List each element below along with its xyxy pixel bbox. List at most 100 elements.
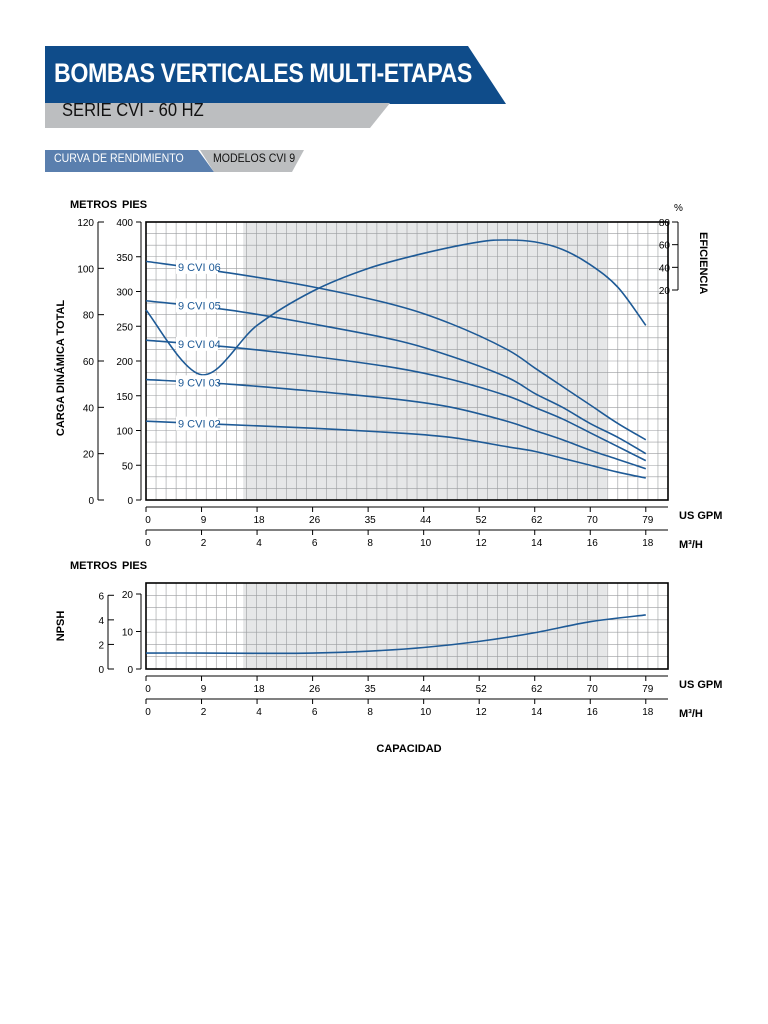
npsh-y-unit-feet: PIES <box>122 560 147 572</box>
x-tick-label-gpm: 44 <box>420 515 432 526</box>
x-tick-label-gpm: 70 <box>587 684 599 695</box>
curve-label-9-cvi-03: 9 CVI 03 <box>178 377 221 389</box>
x-tick-label-gpm: 35 <box>365 684 377 695</box>
x-axis-title-capacity: CAPACIDAD <box>376 743 441 755</box>
npsh-best-efficiency-shade <box>243 583 607 669</box>
x-tick-label-m3h: 2 <box>201 707 207 718</box>
npsh-y-axis-title: NPSH <box>55 611 67 642</box>
y-tick-label-meters: 60 <box>83 357 95 368</box>
curve-9-cvi-02 <box>145 420 646 479</box>
y2-tick-label: 20 <box>659 286 671 297</box>
curve-9-cvi-04 <box>145 339 647 462</box>
x-axis-m3h-label: M³/H <box>679 708 703 720</box>
x-tick-label-m3h: 16 <box>587 707 599 718</box>
npsh-plot-frame <box>145 582 669 670</box>
npsh-y-tick-label-feet: 20 <box>122 590 134 601</box>
y-tick-label-feet: 0 <box>127 496 133 507</box>
x-tick-label-m3h: 14 <box>531 707 543 718</box>
x-axis-gpm-label: US GPM <box>679 679 722 691</box>
npsh-y-tick-label-meters: 2 <box>98 640 104 651</box>
y-tick-label-meters: 100 <box>77 264 94 275</box>
y-tick-label-feet: 50 <box>122 461 134 472</box>
tab-performance-curve[interactable]: CURVA DE RENDIMIENTO <box>54 151 184 165</box>
curve-label-9-cvi-02: 9 CVI 02 <box>178 419 221 431</box>
x-tick-label-gpm: 62 <box>531 515 543 526</box>
y-tick-label-meters: 40 <box>83 403 95 414</box>
header-gray-band <box>45 103 390 128</box>
y-tick-label-feet: 300 <box>116 288 133 299</box>
x-axis-m3h-label: M³/H <box>679 539 703 551</box>
efficiency-curve <box>145 239 647 376</box>
x-tick-label-m3h: 12 <box>476 538 488 549</box>
x-tick-label-m3h: 14 <box>531 538 543 549</box>
x-tick-label-m3h: 12 <box>476 707 488 718</box>
header-blue-banner <box>45 46 506 104</box>
y-tick-label-meters: 80 <box>83 311 95 322</box>
curve-label-bg-9-cvi-06 <box>176 259 218 274</box>
curve-9-cvi-06 <box>145 260 647 441</box>
x-tick-label-m3h: 16 <box>587 538 599 549</box>
curve-label-9-cvi-05: 9 CVI 05 <box>178 300 221 312</box>
x-tick-label-gpm: 52 <box>476 515 488 526</box>
tab-performance-bg <box>45 150 214 172</box>
x-tick-label-m3h: 4 <box>256 538 262 549</box>
x-tick-label-m3h: 0 <box>145 707 151 718</box>
x-tick-label-m3h: 18 <box>642 538 654 549</box>
x-tick-label-m3h: 18 <box>642 707 654 718</box>
y-tick-label-meters: 0 <box>88 496 94 507</box>
tab-models-bg <box>200 150 304 172</box>
x-tick-label-m3h: 10 <box>420 707 432 718</box>
y2-unit: % <box>674 203 683 214</box>
x-tick-label-gpm: 26 <box>309 684 321 695</box>
y-tick-label-meters: 20 <box>83 450 95 461</box>
x-tick-label-gpm: 0 <box>145 515 151 526</box>
x-tick-label-gpm: 18 <box>254 515 266 526</box>
page-title: BOMBAS VERTICALES MULTI-ETAPAS <box>54 58 472 88</box>
curve-label-bg-9-cvi-04 <box>176 336 218 351</box>
x-tick-label-gpm: 52 <box>476 684 488 695</box>
npsh-grid <box>146 583 668 669</box>
curve-9-cvi-03 <box>145 378 647 470</box>
x-tick-label-gpm: 70 <box>587 515 599 526</box>
y-tick-label-feet: 400 <box>116 218 133 229</box>
x-tick-label-gpm: 18 <box>254 684 266 695</box>
y-unit-feet: PIES <box>122 199 147 211</box>
x-tick-label-gpm: 79 <box>642 515 654 526</box>
y2-tick-label: 40 <box>659 263 671 274</box>
y-tick-label-feet: 150 <box>116 392 133 403</box>
curve-label-bg-9-cvi-03 <box>176 375 218 390</box>
plot-frame <box>145 221 669 501</box>
page-subtitle: SERIE CVI - 60 HZ <box>62 100 204 120</box>
x-tick-label-m3h: 8 <box>367 707 373 718</box>
y-axis-title: CARGA DINÁMICA TOTAL <box>54 300 67 437</box>
x-tick-label-m3h: 6 <box>312 707 318 718</box>
x-tick-label-m3h: 8 <box>367 538 373 549</box>
npsh-y-tick-label-meters: 4 <box>98 616 104 627</box>
curve-label-bg-9-cvi-05 <box>176 298 218 313</box>
x-tick-label-m3h: 0 <box>145 538 151 549</box>
curve-label-9-cvi-04: 9 CVI 04 <box>178 339 221 351</box>
curve-label-9-cvi-06: 9 CVI 06 <box>178 262 221 274</box>
npsh-y-unit-meters: METROS <box>70 560 117 572</box>
y-tick-label-meters: 120 <box>77 218 94 229</box>
x-tick-label-gpm: 26 <box>309 515 321 526</box>
x-tick-label-m3h: 6 <box>312 538 318 549</box>
x-tick-label-m3h: 2 <box>201 538 207 549</box>
x-tick-label-gpm: 0 <box>145 684 151 695</box>
tab-models[interactable]: MODELOS CVI 9 <box>213 151 296 165</box>
x-tick-label-m3h: 10 <box>420 538 432 549</box>
x-tick-label-gpm: 62 <box>531 684 543 695</box>
curve-9-cvi-05 <box>145 299 647 455</box>
x-tick-label-gpm: 35 <box>365 515 377 526</box>
y2-axis-title: EFICIENCIA <box>697 232 709 294</box>
x-tick-label-m3h: 4 <box>256 707 262 718</box>
y-unit-meters: METROS <box>70 199 117 211</box>
x-tick-label-gpm: 9 <box>201 515 207 526</box>
x-tick-label-gpm: 79 <box>642 684 654 695</box>
curve-label-bg-9-cvi-02 <box>176 416 218 431</box>
y2-tick-label: 80 <box>659 218 671 229</box>
y-tick-label-feet: 200 <box>116 357 133 368</box>
